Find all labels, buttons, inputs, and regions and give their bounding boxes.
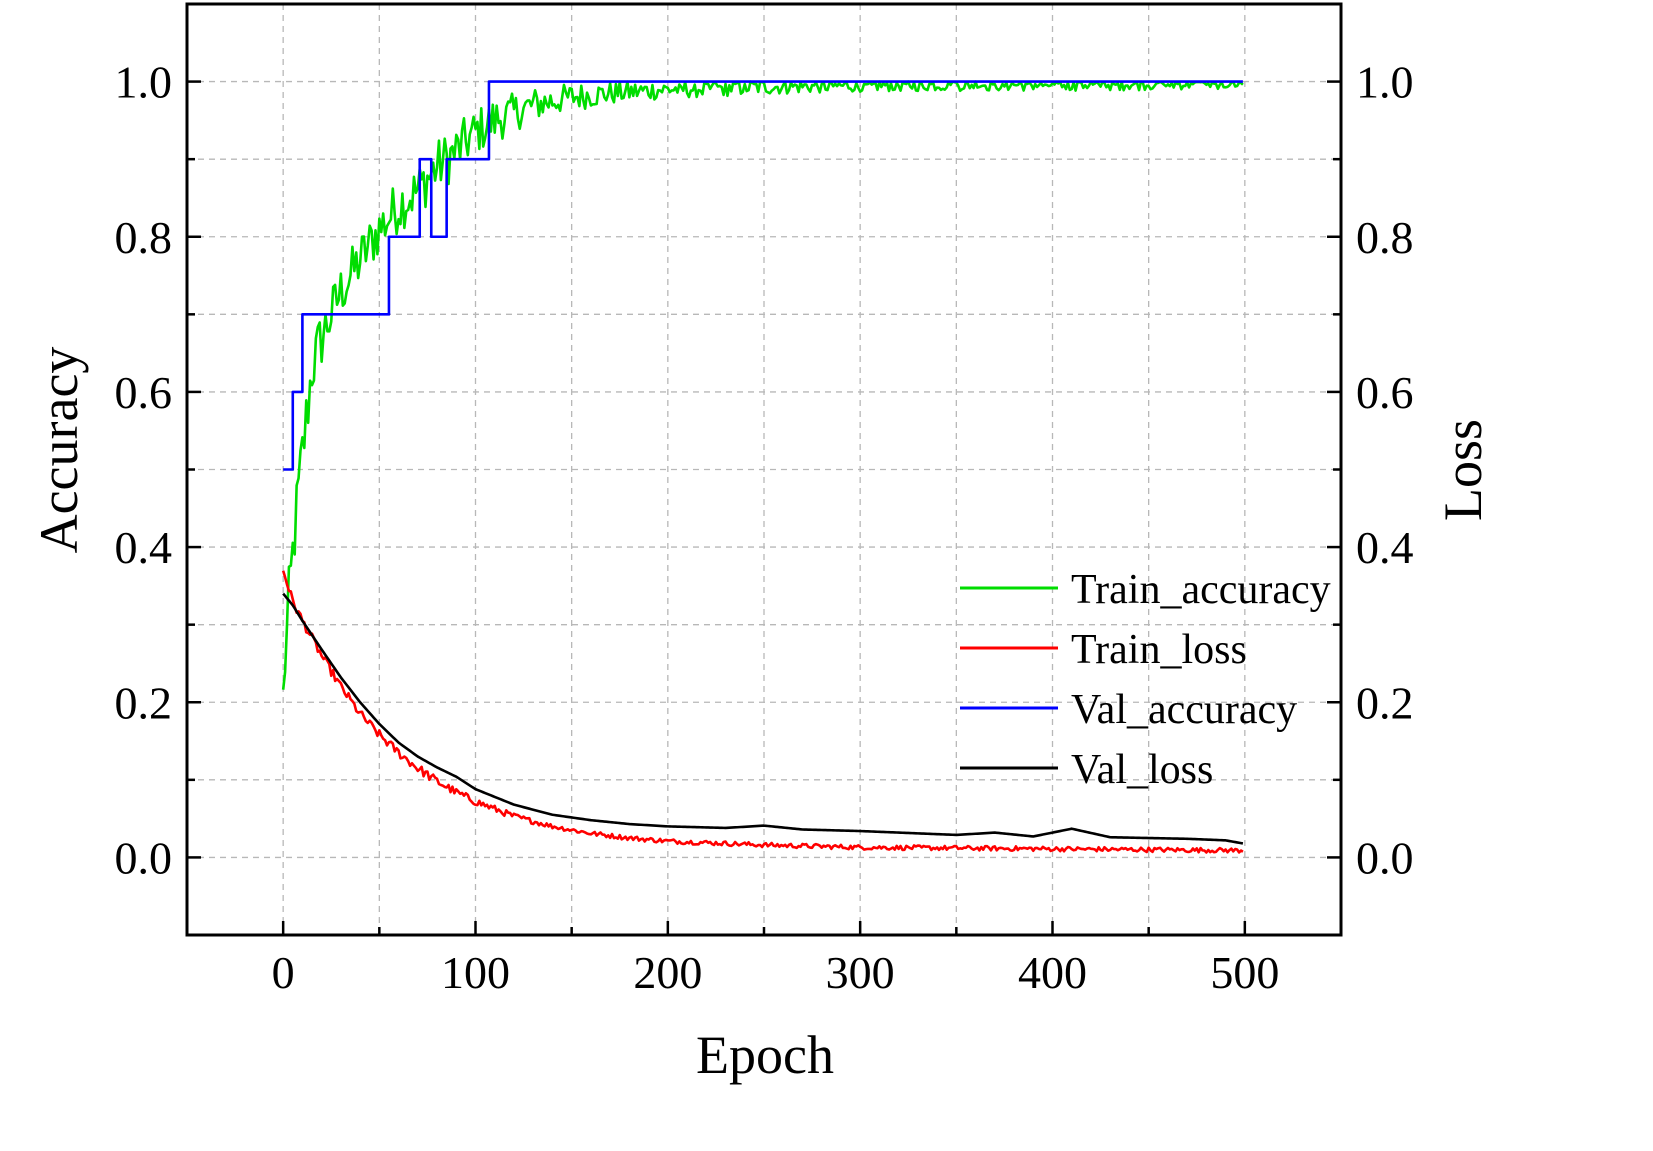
y2-tick-label: 1.0 xyxy=(1356,57,1414,108)
series-layer xyxy=(281,80,1244,854)
y-tick-label: 0.6 xyxy=(115,367,173,418)
y2-tick-label: 0.8 xyxy=(1356,212,1414,263)
y2-tick-label: 0.2 xyxy=(1356,677,1414,728)
y-tick-label: 0.8 xyxy=(115,212,173,263)
y-tick-label: 0.0 xyxy=(115,832,173,883)
grid xyxy=(187,4,1341,935)
series-line-val-loss xyxy=(282,592,1244,845)
y-axis-title: Accuracy xyxy=(29,347,89,554)
x-tick-label: 300 xyxy=(826,947,895,998)
y-tick-label: 0.4 xyxy=(115,522,173,573)
x-tick-labels: 0 100 200 300 400 500 xyxy=(272,947,1280,998)
legend-label-train-loss: Train_loss xyxy=(1071,627,1247,673)
x-tick-label: 500 xyxy=(1210,947,1279,998)
y-tick-labels: 0.0 0.2 0.4 0.6 0.8 1.0 xyxy=(115,57,173,884)
axis-ticks xyxy=(187,80,1341,935)
x-tick-label: 100 xyxy=(441,947,510,998)
series-line-val-accuracy xyxy=(283,80,1243,471)
legend-label-val-loss: Val_loss xyxy=(1071,747,1213,793)
legend-label-val-accuracy: Val_accuracy xyxy=(1071,687,1297,733)
y-tick-label: 1.0 xyxy=(115,57,173,108)
x-tick-label: 0 xyxy=(272,947,295,998)
legend-label-train-accuracy: Train_accuracy xyxy=(1071,567,1331,613)
x-tick-label: 400 xyxy=(1018,947,1087,998)
legend: Train_accuracy Train_loss Val_accuracy Val_… xyxy=(960,567,1331,793)
y-tick-label: 0.2 xyxy=(115,677,173,728)
x-axis-title: Epoch xyxy=(696,1025,834,1085)
y2-tick-label: 0.4 xyxy=(1356,522,1414,573)
y2-tick-label: 0.6 xyxy=(1356,367,1414,418)
y2-axis-title: Loss xyxy=(1433,419,1493,521)
x-tick-label: 200 xyxy=(633,947,702,998)
y2-tick-label: 0.0 xyxy=(1356,832,1414,883)
series-line-train-loss xyxy=(281,570,1244,854)
y2-tick-labels: 0.0 0.2 0.4 0.6 0.8 1.0 xyxy=(1356,57,1414,884)
